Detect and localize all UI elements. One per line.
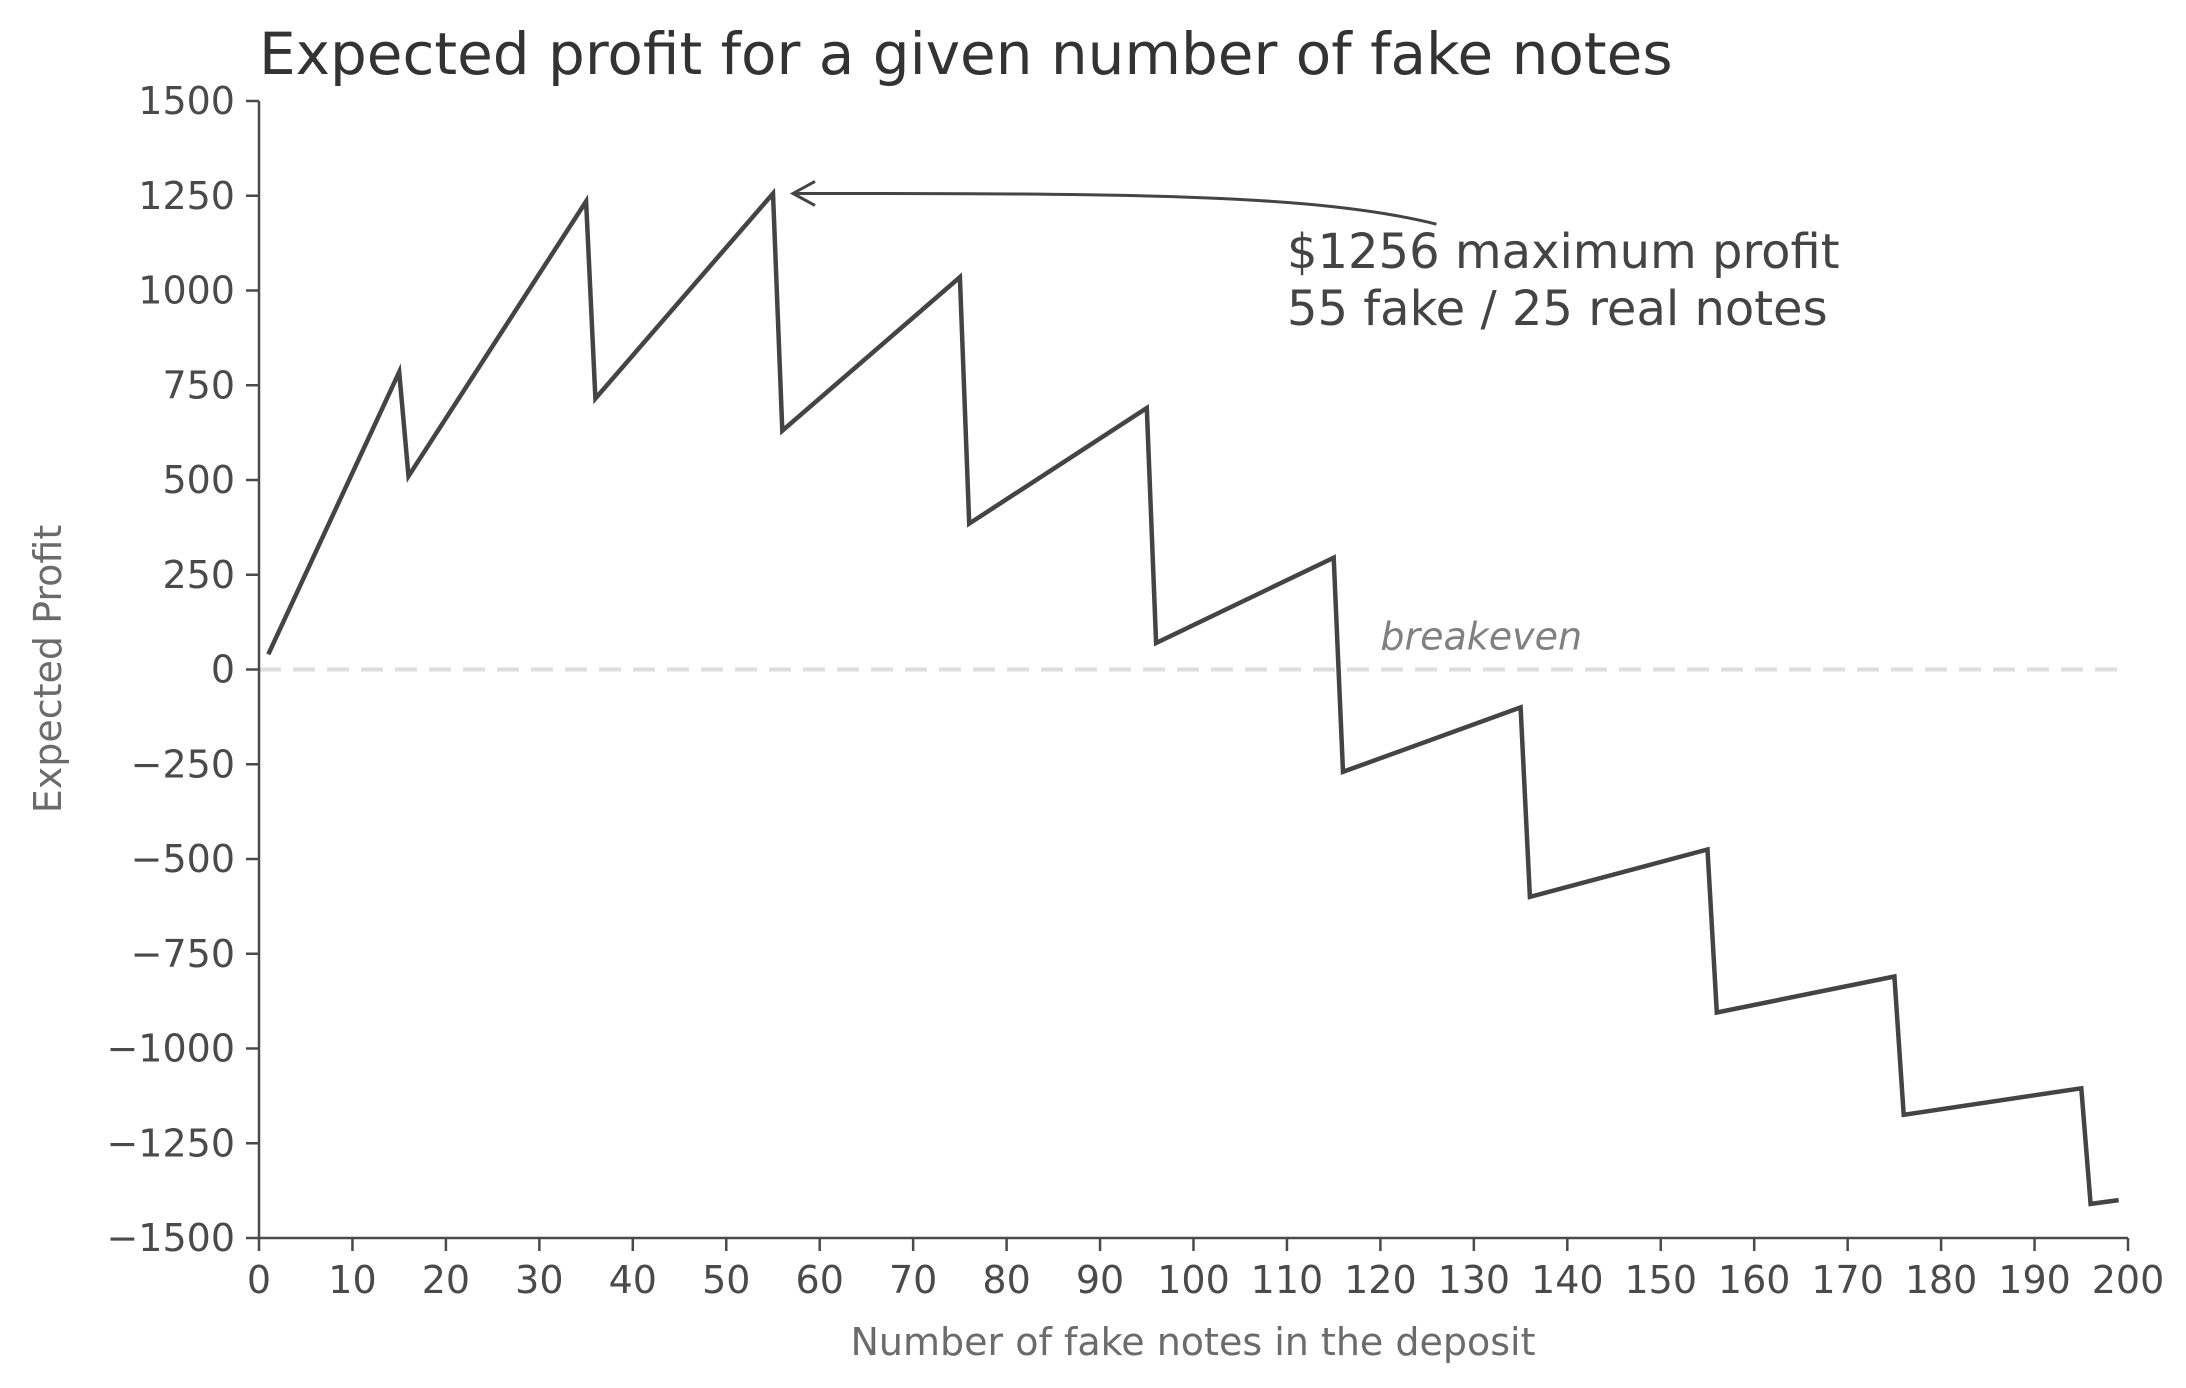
y-tick-label: 500 — [162, 458, 235, 502]
y-axis-label: Expected Profit — [26, 525, 70, 814]
data-point — [780, 429, 784, 433]
x-tick-label: 120 — [1344, 1258, 1417, 1302]
x-tick-label: 140 — [1531, 1258, 1604, 1302]
x-tick-label: 0 — [247, 1258, 271, 1302]
x-tick-label: 170 — [1811, 1258, 1884, 1302]
annotation-line-2: 55 fake / 25 real notes — [1287, 281, 1828, 337]
y-axis-ticks: 1500 1250 1000 750 500 250 0 −250 −500 −750 −1000 −… — [106, 79, 259, 1260]
data-point — [1892, 974, 1896, 978]
y-tick-label: −1250 — [106, 1121, 235, 1165]
x-tick-label: 180 — [1905, 1258, 1978, 1302]
y-tick-label: −500 — [131, 837, 235, 881]
y-tick-label: −750 — [131, 932, 235, 976]
data-point — [407, 474, 411, 478]
chart-title: Expected profit for a given number of fa… — [259, 20, 1673, 88]
max-profit-arrow — [792, 191, 1437, 226]
x-tick-label: 10 — [328, 1258, 376, 1302]
data-point — [2117, 1198, 2121, 1202]
data-point — [1715, 1010, 1719, 1014]
x-tick-label: 90 — [1076, 1258, 1124, 1302]
data-point — [1341, 770, 1345, 774]
x-tick-label: 190 — [1998, 1258, 2071, 1302]
x-tick-label: 130 — [1438, 1258, 1511, 1302]
x-axis-label: Number of fake notes in the deposit — [851, 1320, 1536, 1364]
y-tick-label: 1000 — [138, 269, 235, 313]
x-tick-label: 40 — [609, 1258, 657, 1302]
y-tick-label: −250 — [131, 742, 235, 786]
data-point — [771, 191, 775, 195]
data-point — [1902, 1113, 1906, 1117]
breakeven-label: breakeven — [1380, 615, 1582, 659]
profit-series-points — [266, 191, 2120, 1205]
data-point — [1145, 406, 1149, 410]
data-point — [266, 652, 270, 656]
data-point — [2079, 1086, 2083, 1090]
data-point — [584, 199, 588, 203]
data-point — [958, 275, 962, 279]
data-point — [397, 370, 401, 374]
x-tick-label: 110 — [1251, 1258, 1324, 1302]
annotation-line-1: $1256 maximum profit — [1287, 224, 1840, 280]
x-tick-label: 150 — [1624, 1258, 1697, 1302]
data-point — [1154, 641, 1158, 645]
x-tick-label: 160 — [1718, 1258, 1791, 1302]
data-point — [1332, 556, 1336, 560]
y-tick-label: −1500 — [106, 1216, 235, 1260]
x-tick-label: 80 — [982, 1258, 1030, 1302]
x-axis-ticks: 0 10 20 30 40 50 60 70 80 90 100 110 120 130 140 150 160… — [247, 1238, 2164, 1302]
max-profit-arrowhead — [789, 180, 816, 207]
x-tick-label: 30 — [515, 1258, 563, 1302]
data-point — [593, 397, 597, 401]
x-tick-label: 200 — [2092, 1258, 2165, 1302]
data-point — [1519, 705, 1523, 709]
x-tick-label: 70 — [889, 1258, 937, 1302]
x-tick-label: 20 — [422, 1258, 470, 1302]
y-tick-label: 1250 — [138, 174, 235, 218]
data-point — [1705, 848, 1709, 852]
data-point — [2089, 1202, 2093, 1206]
y-tick-label: 750 — [162, 363, 235, 407]
x-tick-label: 100 — [1157, 1258, 1230, 1302]
data-point — [967, 522, 971, 526]
data-point — [1528, 895, 1532, 899]
y-tick-label: 250 — [162, 553, 235, 597]
y-tick-label: −1000 — [106, 1027, 235, 1071]
profit-series-line — [266, 187, 2120, 1207]
x-tick-label: 60 — [796, 1258, 844, 1302]
y-tick-label: 1500 — [138, 79, 235, 123]
x-tick-label: 50 — [702, 1258, 750, 1302]
y-tick-label: 0 — [211, 648, 235, 692]
